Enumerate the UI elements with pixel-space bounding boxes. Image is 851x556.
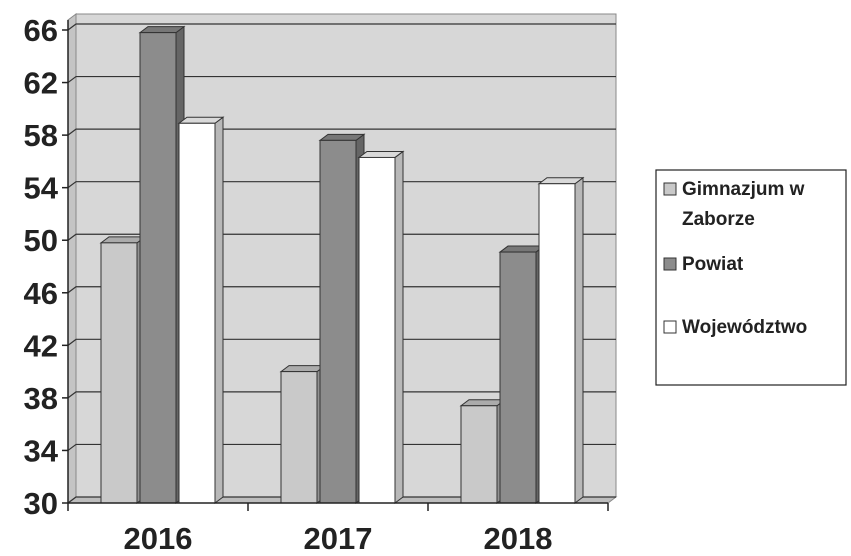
legend-swatch xyxy=(663,257,677,271)
gridline xyxy=(67,286,616,294)
bar-top xyxy=(459,399,507,407)
bar xyxy=(319,139,357,504)
gridline xyxy=(67,23,616,31)
bar-side xyxy=(394,150,404,504)
y-tick-label: 66 xyxy=(24,13,58,48)
side-wall xyxy=(67,13,77,504)
x-axis-ticks: 2016 2017 2018 xyxy=(67,503,609,556)
axes xyxy=(67,20,608,504)
y-axis-ticks: 30 34 38 42 46 50 54 58 62 66 xyxy=(24,13,68,521)
y-tick-label: 38 xyxy=(24,381,58,416)
bar-top xyxy=(318,133,366,141)
legend-label: Gimnazjum w xyxy=(682,179,805,200)
bars xyxy=(99,25,585,504)
bar xyxy=(178,122,216,504)
bar xyxy=(280,371,318,504)
y-tick-label: 42 xyxy=(24,328,58,363)
x-tick-label: 2017 xyxy=(304,521,373,556)
gridline xyxy=(67,443,616,451)
legend-label: Województwo xyxy=(682,317,807,338)
gridlines xyxy=(67,23,616,504)
bar-side xyxy=(574,176,584,504)
gridline xyxy=(67,496,616,504)
x-tick-label: 2018 xyxy=(484,521,553,556)
x-tick-label: 2016 xyxy=(124,521,193,556)
legend: Gimnazjum w Zaborze Powiat Województwo xyxy=(655,169,847,386)
legend-box xyxy=(655,169,847,386)
bar xyxy=(139,32,177,504)
legend-swatch xyxy=(663,182,677,196)
bar-top xyxy=(537,177,585,185)
y-tick-label: 46 xyxy=(24,276,58,311)
y-tick-label: 34 xyxy=(24,433,59,468)
legend-label: Powiat xyxy=(682,254,744,275)
legend-label: Zaborze xyxy=(682,209,755,230)
gridline xyxy=(67,128,616,136)
bar-top xyxy=(279,365,327,373)
gridline xyxy=(67,181,616,189)
bar-side xyxy=(214,116,224,504)
legend-swatch xyxy=(663,320,677,334)
y-tick-label: 54 xyxy=(24,171,59,206)
bar-top xyxy=(357,150,405,158)
bar xyxy=(538,183,576,504)
gridline xyxy=(67,338,616,346)
y-tick-label: 30 xyxy=(24,486,58,521)
y-tick-label: 50 xyxy=(24,223,58,258)
bar-top xyxy=(99,236,147,244)
gridline xyxy=(67,75,616,84)
gridline xyxy=(67,391,616,399)
gridline xyxy=(67,233,616,241)
bar xyxy=(100,242,138,504)
bar-top xyxy=(498,245,546,253)
bar xyxy=(499,251,537,504)
bar-top xyxy=(177,116,225,124)
y-tick-label: 58 xyxy=(24,118,58,153)
y-tick-label: 62 xyxy=(24,66,58,101)
bar-top xyxy=(138,26,186,34)
bar xyxy=(358,156,396,504)
bar xyxy=(460,405,498,504)
